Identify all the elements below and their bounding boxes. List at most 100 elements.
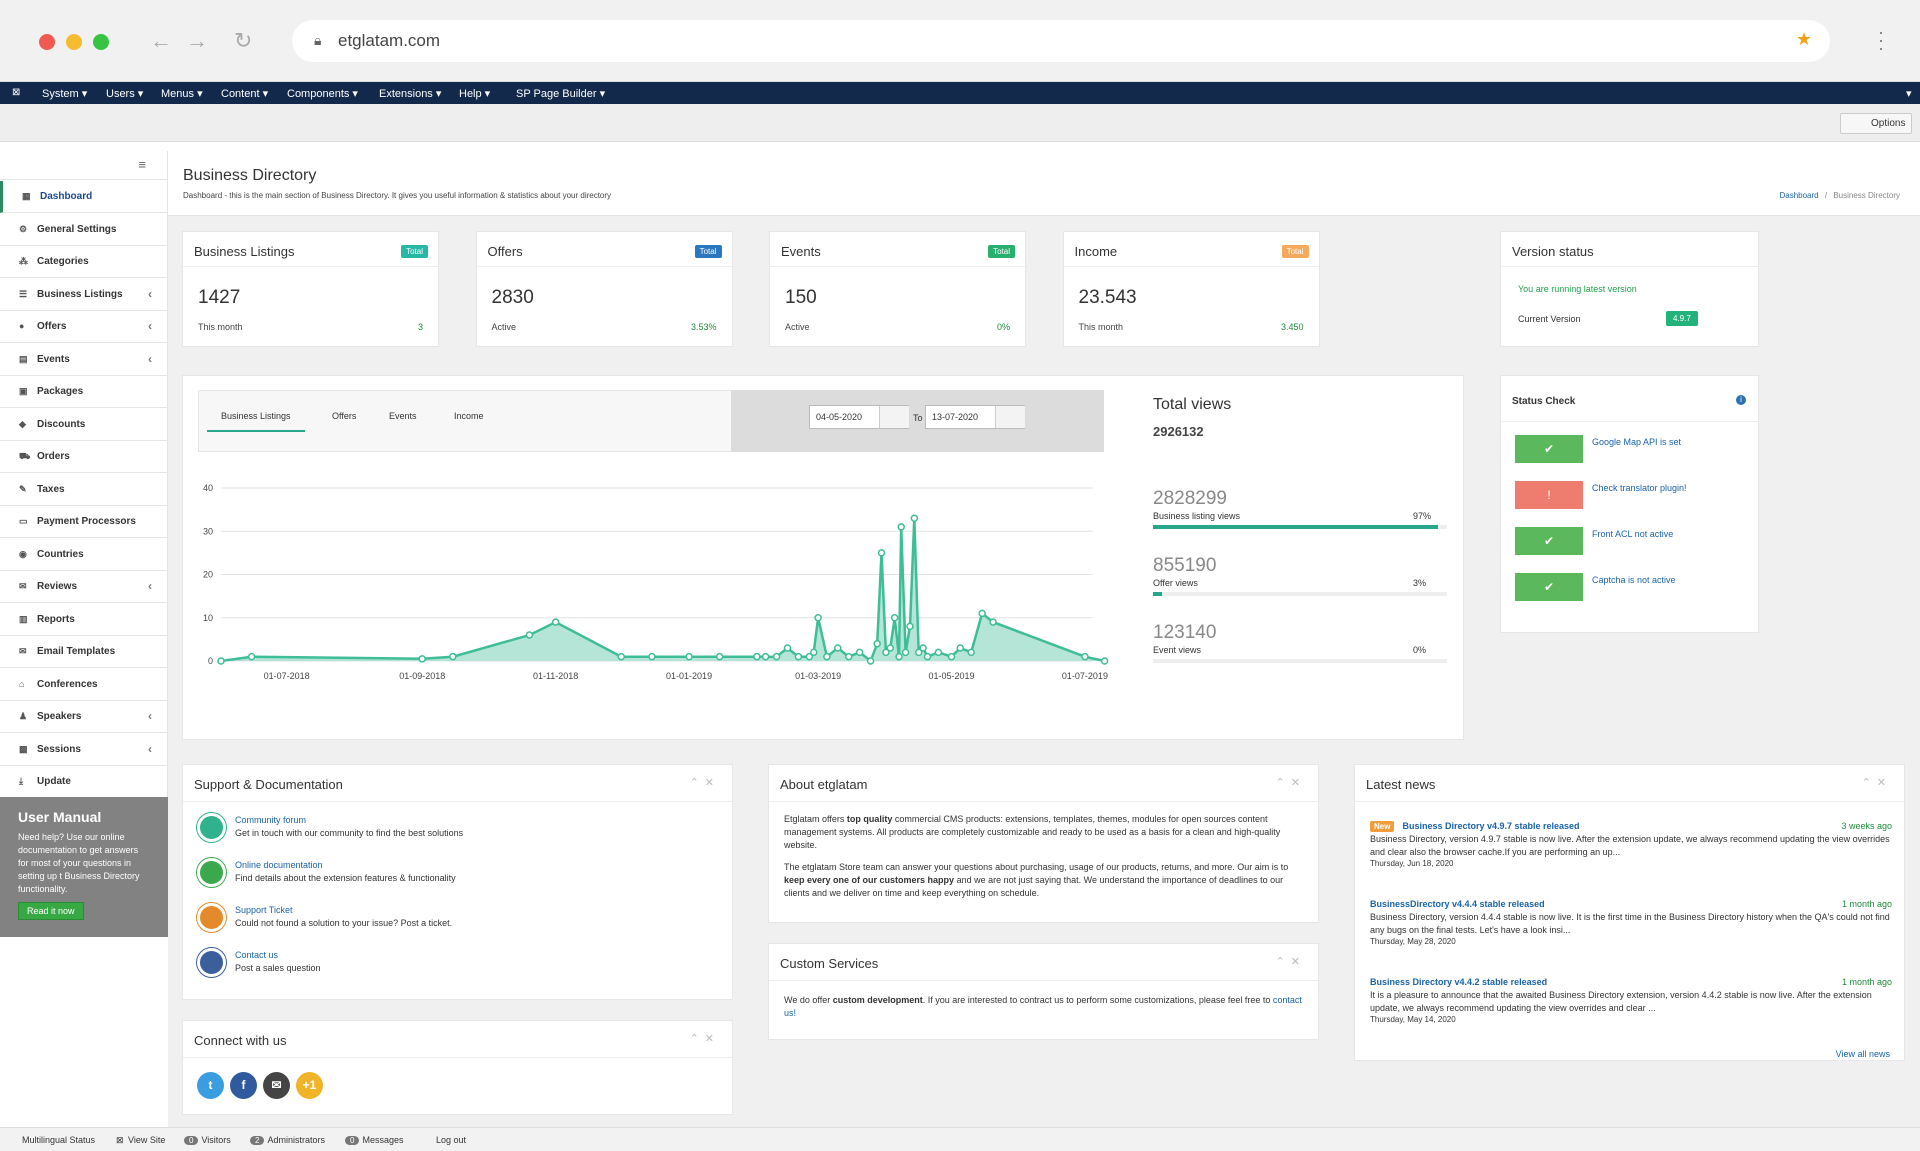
sidebar-item-taxes[interactable]: ✎ Taxes [0,474,168,506]
reload-icon[interactable]: ↻ [234,28,253,53]
chart-tab-offers[interactable]: Offers [332,411,357,421]
chart-tab-events[interactable]: Events [389,411,417,421]
sidebar-item-sessions[interactable]: ▩ Sessions ‹ [0,734,168,766]
sidebar-item-orders[interactable]: ⛟ Orders [0,441,168,473]
contact-us-link[interactable]: contact us! [784,995,1302,1018]
sidebar-item-events[interactable]: ▤ Events ‹ [0,344,168,376]
sidebar-item-general-settings[interactable]: ⚙ General Settings [0,214,168,246]
maximize-window-dot[interactable] [93,34,109,50]
panel-controls[interactable]: ⌃✕ [1275,777,1306,789]
panel-controls[interactable]: ⌃✕ [1275,956,1306,968]
support-item-title[interactable]: Online documentation [235,860,323,870]
news-title-link[interactable]: BusinessDirectory v4.4.4 stable released [1370,899,1545,909]
sidebar-item-label: Discounts [37,418,86,430]
sidebar-item-dashboard[interactable]: ▦ Dashboard [0,181,168,213]
chevron-left-icon[interactable]: ‹ [148,286,152,301]
status-check-link[interactable]: Captcha is not active [1592,575,1676,585]
chevron-left-icon[interactable]: ‹ [148,319,152,333]
sidebar-toggle-icon[interactable]: ≡ [138,157,146,172]
view-all-news-link[interactable]: View all news [1835,1049,1890,1059]
info-icon[interactable]: i [1736,395,1746,405]
sidebar-item-conferences[interactable]: ⌂ Conferences [0,669,168,701]
close-window-dot[interactable] [39,34,55,50]
sidebar-item-label: Offers [37,321,67,332]
data-point [901,648,910,657]
chevron-left-icon[interactable]: ‹ [148,351,152,366]
browser-menu-icon[interactable]: · · · [1878,22,1884,58]
visitors-status[interactable]: 0 Visitors [184,1135,231,1145]
total-badge: Total [1281,245,1309,258]
sidebar-item-discounts[interactable]: ◆ Discounts [0,409,168,441]
panel-controls[interactable]: ⌃✕ [1861,777,1892,789]
google-plus-icon[interactable]: +1 [296,1072,323,1099]
status-check-link[interactable]: Google Map API is set [1592,437,1682,447]
panel-controls[interactable]: ⌃✕ [689,1033,720,1045]
sidebar-item-reviews[interactable]: ✉ Reviews ‹ [0,571,168,603]
sidebar-item-update[interactable]: ⤓ Update [0,766,168,798]
chart-tab-business-listings[interactable]: Business Listings [207,411,305,432]
topmenu-content[interactable]: Content ▾ [221,88,269,100]
x-tick-label: 01-07-2019 [1062,671,1108,681]
version-status-message: You are running latest version [1518,284,1637,294]
support-item-title[interactable]: Contact us [235,950,279,960]
url-text: etglatam.com [338,31,441,50]
bookmark-star-icon[interactable]: ★ [1795,29,1812,49]
multilingual-status-link[interactable]: Multilingual Status [22,1135,96,1145]
news-title-link[interactable]: Business Directory v4.9.7 stable release… [1402,821,1580,831]
user-menu-icon[interactable]: ▾ [1906,88,1912,100]
topmenu-menus[interactable]: Menus ▾ [161,88,203,100]
forward-arrow-icon[interactable]: → [186,28,208,53]
sidebar-item-label: Email Templates [37,646,116,657]
log-out-link[interactable]: Log out [436,1135,467,1145]
address-bar[interactable]: 🔒︎ etglatam.com ★ [292,20,1830,62]
data-point [551,618,560,626]
administrators-status[interactable]: 2 Administrators [250,1135,325,1145]
date-from-calendar-icon[interactable] [879,406,909,428]
email-icon[interactable]: ✉ [263,1072,290,1099]
twitter-icon[interactable]: t [197,1072,224,1099]
chevron-left-icon[interactable]: ‹ [148,579,152,593]
sidebar-item-email-templates[interactable]: ✉ Email Templates [0,636,168,668]
breadcrumb-dashboard-link[interactable]: Dashboard [1779,191,1819,200]
date-to-calendar-icon[interactable] [995,406,1025,428]
status-check-link[interactable]: Check translator plugin! [1592,483,1687,493]
sidebar-item-categories[interactable]: ⁂ Categories [0,246,168,278]
sidebar-item-packages[interactable]: ▣ Packages [0,376,168,408]
sidebar-item-label: Speakers [37,711,82,722]
chevron-left-icon[interactable]: ‹ [148,709,152,723]
minimize-window-dot[interactable] [66,34,82,50]
messages-status[interactable]: 0 Messages [345,1135,403,1145]
topmenu-users[interactable]: Users ▾ [106,88,144,100]
status-check-title: Status Check [1512,396,1576,407]
sidebar-item-payment-processors[interactable]: ▭ Payment Processors [0,506,168,538]
topmenu-help[interactable]: Help ▾ [459,88,491,100]
sidebar-item-label: Packages [37,386,84,397]
sidebar-item-countries[interactable]: ◉ Countries [0,539,168,571]
sidebar-item-business-listings[interactable]: ☰ Business Listings ‹ [0,279,168,311]
options-button[interactable]: Options [1840,113,1912,134]
topmenu-sp-page-builder[interactable]: SP Page Builder ▾ [516,88,606,100]
circle-icon: ● [19,321,25,331]
data-point [814,614,822,622]
sidebar-item-reports[interactable]: ▥ Reports [0,604,168,636]
topmenu-system[interactable]: System ▾ [42,88,88,100]
panel-controls[interactable]: ⌃✕ [689,777,720,789]
chart-tab-income[interactable]: Income [454,411,484,421]
topmenu-extensions[interactable]: Extensions ▾ [379,88,442,100]
view-site-link[interactable]: View Site [128,1135,166,1145]
joomla-logo-icon[interactable]: ⊠ [12,87,21,98]
read-it-now-button[interactable]: Read it now [18,902,84,920]
facebook-icon[interactable]: f [230,1072,257,1099]
topmenu-components[interactable]: Components ▾ [287,88,358,100]
back-arrow-icon[interactable]: ← [150,28,172,53]
status-check-link[interactable]: Front ACL not active [1592,529,1674,539]
data-point [886,644,895,652]
sidebar-item-speakers[interactable]: ♟ Speakers ‹ [0,701,168,733]
topmenu-label: Users [106,88,135,100]
sidebar-item-offers[interactable]: ● Offers ‹ [0,311,168,343]
support-item-title[interactable]: Community forum [235,815,307,825]
chevron-left-icon[interactable]: ‹ [148,741,152,756]
support-item-title[interactable]: Support Ticket [235,905,293,915]
data-point [882,648,890,657]
news-title-link[interactable]: Business Directory v4.4.2 stable release… [1370,977,1548,987]
